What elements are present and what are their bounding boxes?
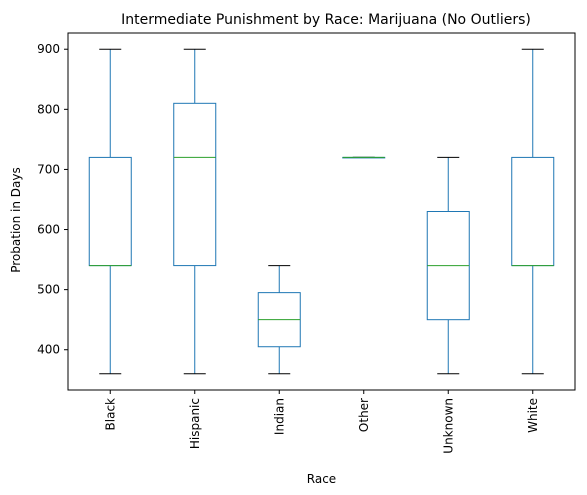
box-white: [511, 48, 555, 375]
y-tick-label-500: 500: [37, 283, 60, 297]
box-unknown: [426, 156, 470, 375]
box-body-hispanic: [173, 102, 217, 267]
y-tick-label-700: 700: [37, 162, 60, 176]
y-tick-label-400: 400: [37, 343, 60, 357]
y-axis-label: Probation in Days: [9, 167, 23, 273]
box-indian: [257, 265, 301, 375]
chart-title: Intermediate Punishment by Race: Marijua…: [121, 12, 531, 28]
y-tick-label-800: 800: [37, 102, 60, 116]
x-tick-label-black: Black: [103, 398, 117, 431]
box-black: [88, 48, 132, 375]
plot-area: [88, 48, 555, 375]
axes: 400 500 600 700 800 900 Black Hispanic Indian Oth…: [37, 32, 576, 454]
x-axis-label: Race: [307, 472, 336, 486]
box-body-black: [88, 156, 132, 267]
plot-frame: [67, 32, 576, 391]
x-tick-label-other: Other: [357, 398, 371, 432]
box-other: [342, 156, 386, 159]
x-tick-label-unknown: Unknown: [441, 398, 455, 454]
x-tick-label-indian: Indian: [272, 398, 286, 435]
box-body-white: [511, 156, 555, 267]
box-hispanic: [173, 48, 217, 375]
y-tick-label-900: 900: [37, 42, 60, 56]
x-tick-label-white: White: [526, 398, 540, 433]
y-tick-label-600: 600: [37, 223, 60, 237]
x-tick-label-hispanic: Hispanic: [188, 398, 202, 449]
